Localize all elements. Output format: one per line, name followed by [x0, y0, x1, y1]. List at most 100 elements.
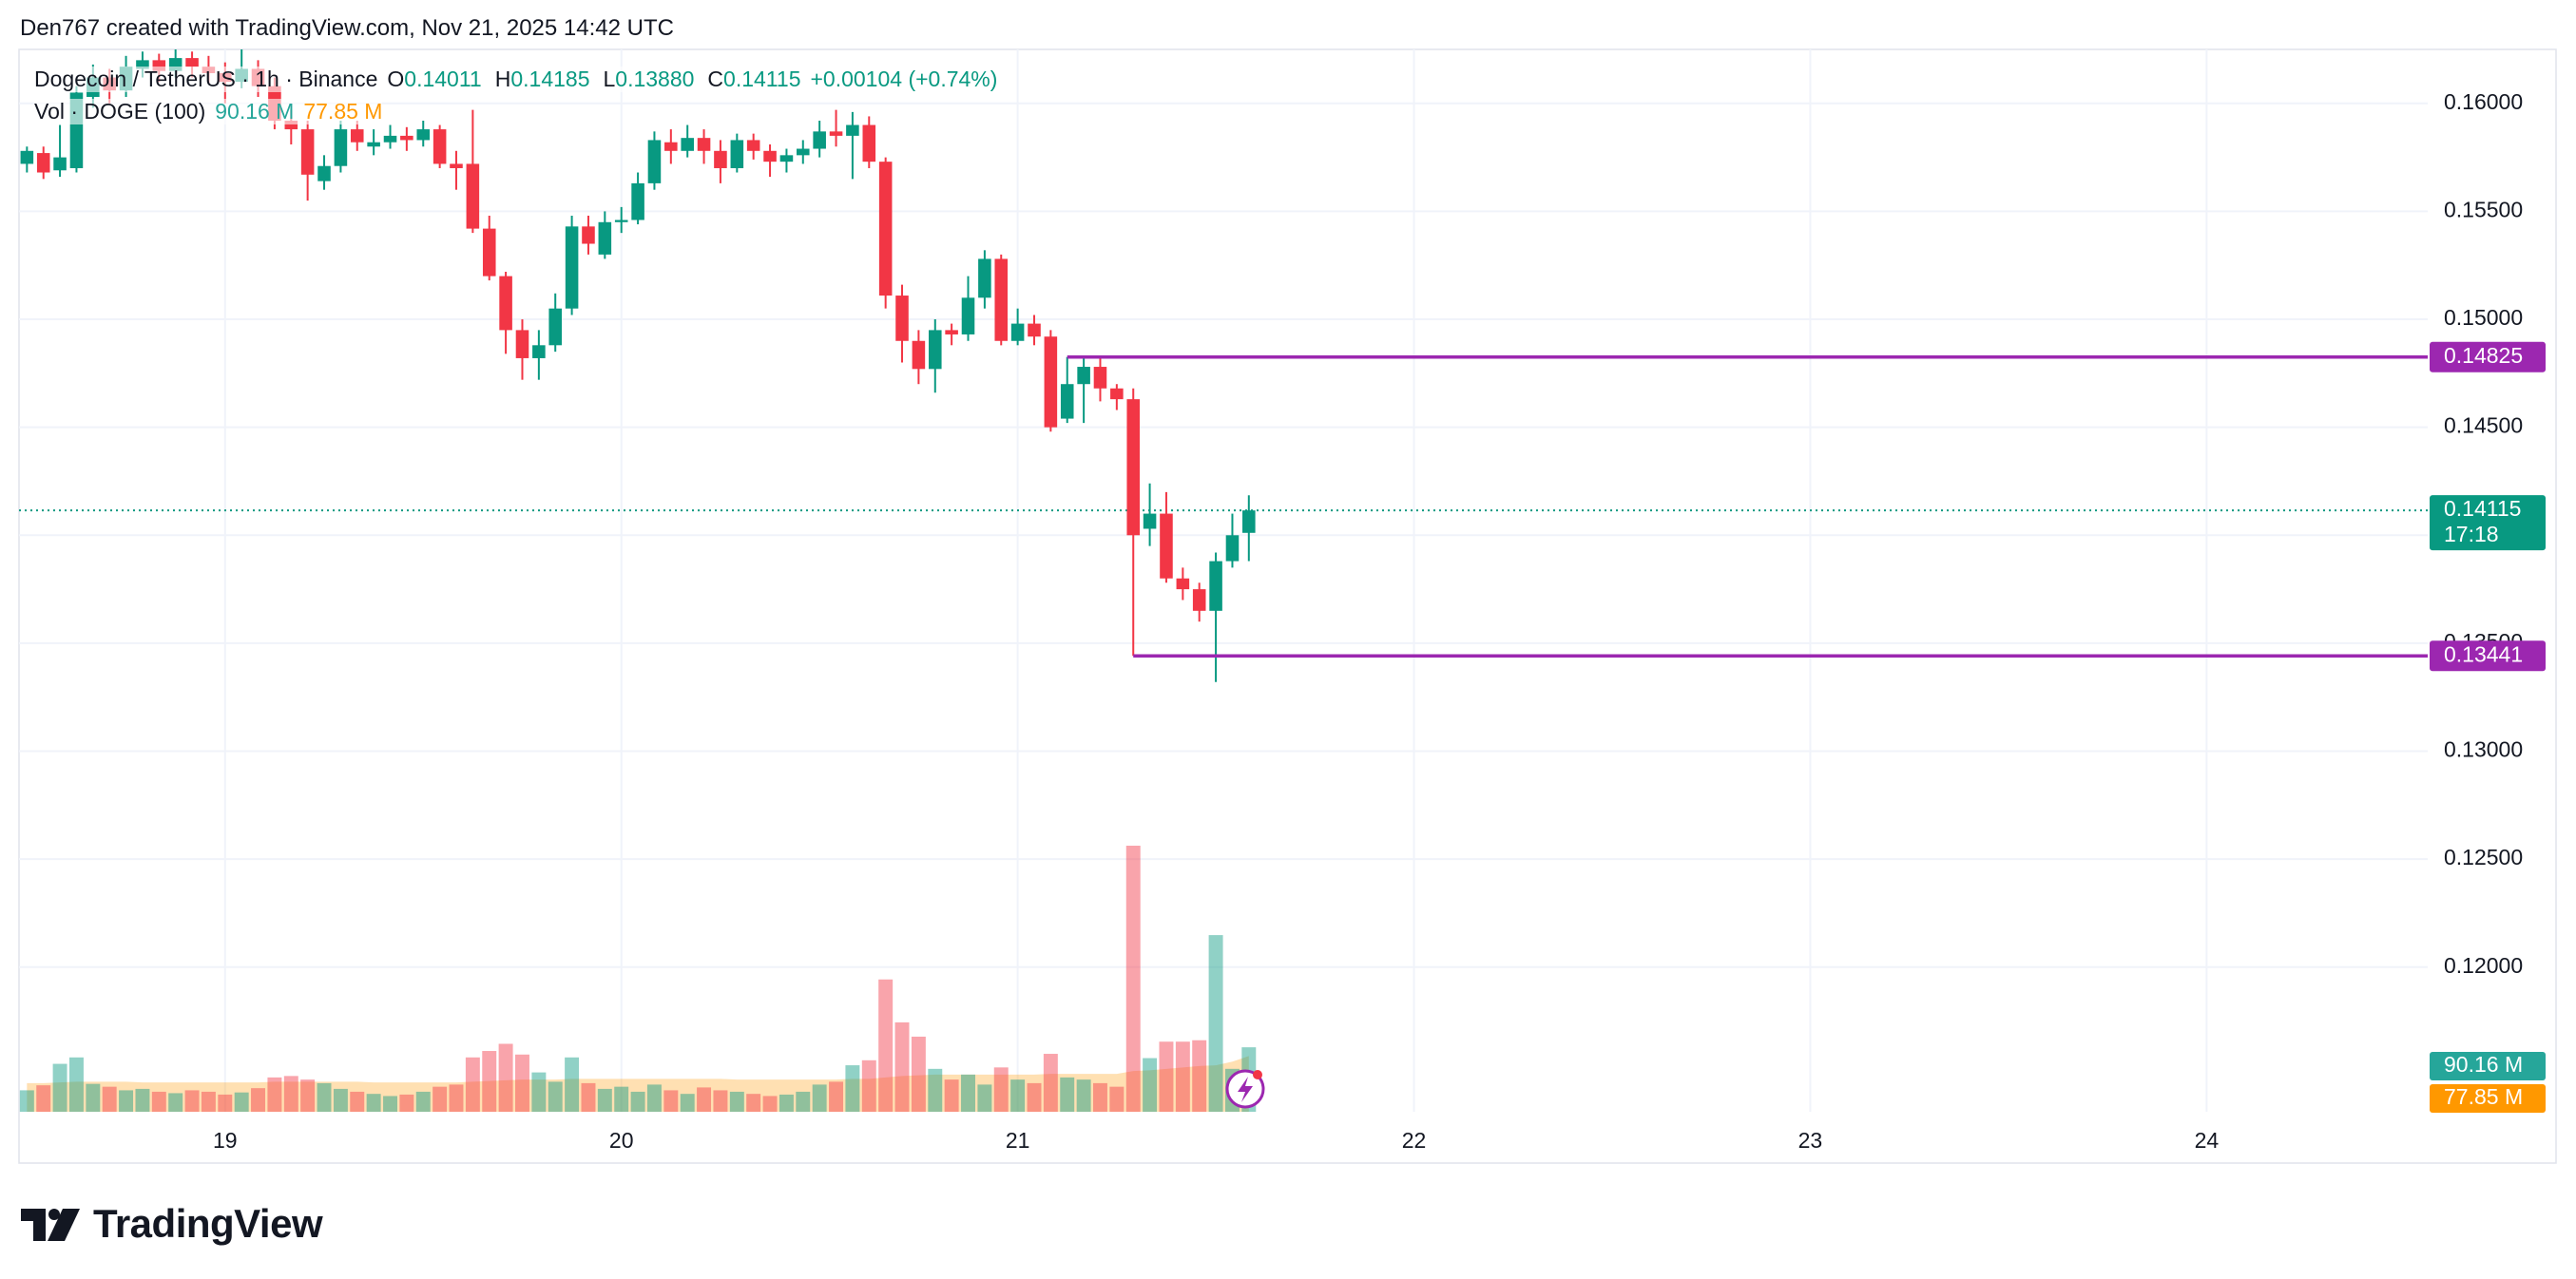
candle-body [367, 142, 380, 147]
candle-body [515, 330, 529, 358]
candle-body [532, 345, 546, 358]
candle-body [1176, 578, 1190, 590]
candle-body [1192, 589, 1206, 611]
candle-body [714, 150, 727, 168]
candle-body [548, 308, 562, 346]
x-tick-label: 20 [609, 1128, 634, 1153]
candle-body [350, 129, 364, 143]
x-tick-label: 19 [213, 1128, 238, 1153]
y-tick-label: 0.14500 [2444, 413, 2523, 438]
ohlc-key: L [603, 67, 616, 91]
volume-bar [713, 1090, 728, 1112]
price-badge [2430, 341, 2546, 372]
candle-body [598, 221, 612, 255]
candle-body [284, 120, 298, 130]
candle-body [20, 150, 34, 164]
candle-body [631, 182, 644, 220]
ohlc-item: H0.14185 [495, 67, 590, 92]
volume-bar [977, 1084, 992, 1112]
price-badge [2430, 495, 2546, 551]
volume-bar [1092, 1082, 1107, 1112]
volume-bar [19, 1090, 34, 1112]
candle-body [499, 276, 512, 331]
volume-bar [1060, 1077, 1075, 1112]
ohlc-item: L0.13880 [603, 67, 694, 92]
x-tick-label: 21 [1006, 1128, 1030, 1153]
candle-body [482, 228, 496, 277]
candle-body [53, 157, 67, 171]
candle-body [945, 330, 958, 334]
volume-bar [433, 1086, 448, 1112]
volume-bar [845, 1065, 860, 1112]
volume-bar [317, 1082, 332, 1112]
volume-bar [350, 1091, 365, 1112]
candle-body [878, 162, 893, 296]
ohlc-item: O0.14011 [387, 67, 481, 92]
volume-badge-label: 90.16 M [2444, 1052, 2523, 1077]
price-badge-label: 0.13441 [2444, 641, 2523, 666]
candle-body [1209, 561, 1222, 611]
volume-bar [515, 1054, 529, 1112]
candle-body [796, 148, 810, 156]
ohlc-item: C0.14115 [707, 67, 800, 92]
volume-bar [135, 1088, 150, 1112]
ohlc-key: H [494, 67, 511, 91]
candle-body [912, 340, 926, 370]
candle-body [582, 226, 595, 244]
volume-bar [482, 1051, 497, 1112]
candle-body [1225, 535, 1240, 562]
volume-bar [52, 1063, 67, 1112]
volume-bar [234, 1092, 249, 1112]
volume-bar [746, 1094, 761, 1112]
y-tick-label: 0.15500 [2444, 198, 2523, 222]
candle-body [300, 129, 315, 175]
volume-bar [449, 1084, 464, 1112]
candle-body [895, 296, 909, 341]
volume-bar [697, 1087, 712, 1112]
volume-bar [267, 1077, 282, 1112]
candle-body [1110, 388, 1124, 400]
ohlc-key: O [387, 67, 405, 91]
volume-bar [894, 1021, 910, 1112]
change: +0.00104 (+0.74%) [810, 67, 998, 91]
volume-bar [300, 1079, 316, 1112]
candle-body [846, 124, 859, 136]
volume-bar [581, 1082, 596, 1112]
volume-bar [283, 1076, 298, 1112]
volume-bar [36, 1085, 51, 1112]
volume-bar [646, 1084, 662, 1112]
y-tick-label: 0.16000 [2444, 89, 2523, 114]
candle-body [1160, 513, 1173, 579]
volume-bar [796, 1091, 811, 1112]
candle-body [317, 165, 331, 181]
candle-body [383, 135, 397, 143]
volume-bar [961, 1074, 975, 1112]
volume-bar [86, 1083, 101, 1112]
candle-body [185, 58, 199, 67]
candle-body [400, 135, 413, 141]
volume-bar [498, 1043, 513, 1112]
candle-body [1060, 384, 1074, 419]
volume-bar [1010, 1079, 1026, 1112]
candle-body [334, 129, 348, 166]
volume-bar [1159, 1041, 1174, 1112]
candle-body [664, 142, 678, 151]
volume-bar [1109, 1086, 1125, 1112]
candle-body [36, 153, 50, 173]
candle-body [647, 140, 662, 183]
candle-body [152, 60, 166, 71]
ohlc-key: C [707, 67, 724, 91]
candle-body [1093, 367, 1107, 389]
volume-bar [861, 1059, 876, 1112]
volume-bar [366, 1094, 381, 1112]
volume-bar [1143, 1058, 1158, 1112]
candle-body [433, 129, 447, 164]
candle-body [1010, 323, 1025, 341]
price-badge-label: 0.14825 [2444, 343, 2523, 368]
candle-body [1044, 336, 1058, 428]
ohlc-value: 0.14185 [510, 67, 590, 91]
volume-bar [993, 1067, 1009, 1112]
logo-icon [21, 1209, 80, 1241]
legend-main: Dogecoin / TetherUS · 1h · Binance O0.14… [34, 67, 998, 92]
